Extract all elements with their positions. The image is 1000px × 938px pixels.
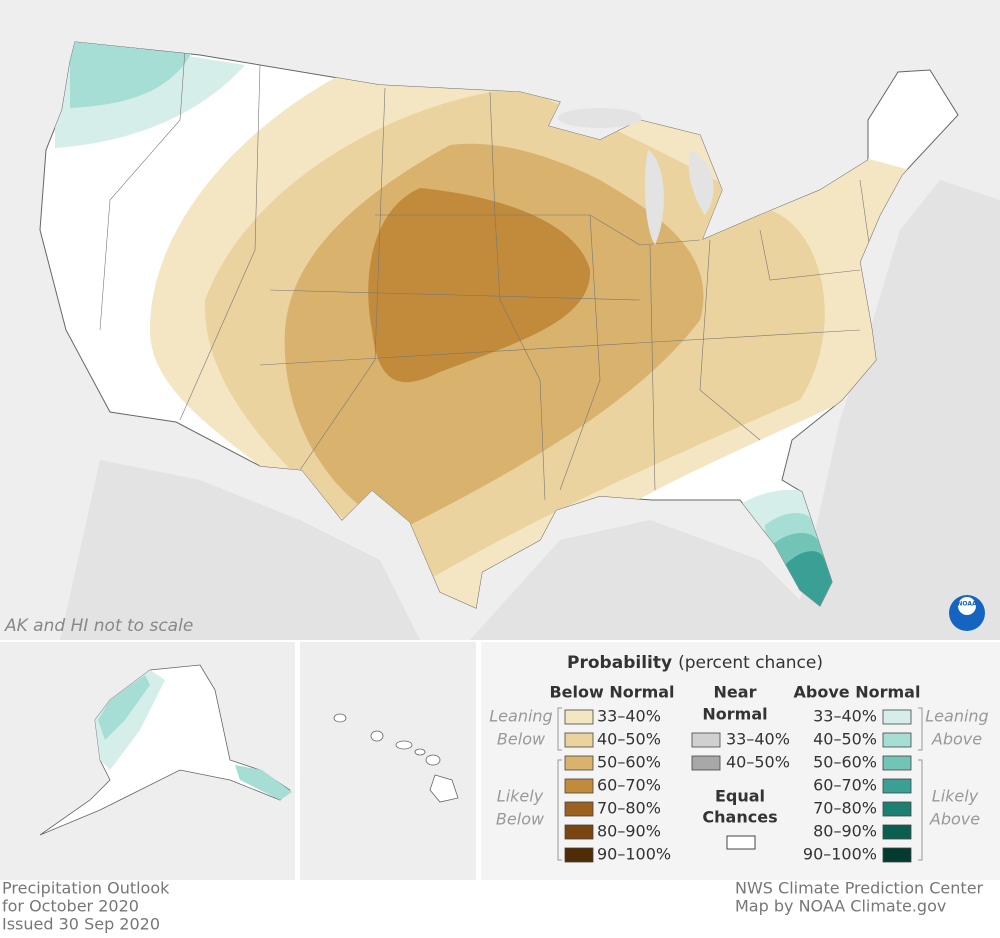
below-swatch: [564, 824, 594, 840]
hawaii: [333, 713, 459, 803]
equal-heading: Chances: [702, 808, 777, 827]
above-label: 40–50%: [813, 730, 877, 749]
below-label: 60–70%: [597, 776, 661, 795]
likely-above: Likely: [932, 787, 979, 806]
near-label: 40–50%: [726, 753, 790, 772]
footer-left: for October 2020: [2, 897, 139, 916]
above-swatch: [882, 732, 912, 748]
above-swatch: [882, 755, 912, 771]
state-lines: [99, 49, 871, 501]
below-label: 50–60%: [597, 753, 661, 772]
leaning-below: Leaning: [489, 707, 552, 726]
above-swatch: [882, 824, 912, 840]
above-swatch: [882, 709, 912, 725]
near-label: 33–40%: [726, 730, 790, 749]
above-label: 70–80%: [813, 799, 877, 818]
lake-superior: [558, 108, 642, 128]
legend-subtitle: (percent chance): [678, 653, 823, 673]
above-swatch: [882, 847, 912, 863]
leaning-above: Leaning: [925, 707, 988, 726]
below-swatch: [564, 732, 594, 748]
footer-left: Precipitation Outlook: [2, 879, 170, 898]
near-heading: Near: [714, 683, 757, 702]
equal-swatch: [726, 835, 756, 850]
below-60-70: [368, 188, 591, 383]
below-swatch: [564, 847, 594, 863]
below-label: 80–90%: [597, 822, 661, 841]
leaning-below: Below: [497, 730, 546, 749]
likely-below: Below: [496, 810, 545, 829]
above-40-50-nw: [70, 42, 192, 108]
hawaii-panel: [300, 642, 476, 880]
below-label: 70–80%: [597, 799, 661, 818]
footer: Precipitation Outlook for October 2020 I…: [2, 879, 984, 934]
above-label: 60–70%: [813, 776, 877, 795]
footer-right: NWS Climate Prediction Center: [735, 879, 984, 898]
likely-above: Above: [929, 810, 980, 829]
likely-below: Likely: [497, 787, 544, 806]
above-label: 50–60%: [813, 753, 877, 772]
below-heading: Below Normal: [549, 683, 674, 702]
logo-text: NOAA: [957, 601, 977, 608]
above-swatch: [882, 778, 912, 794]
near-swatch: [691, 755, 721, 771]
alaska-above-40-50: [98, 675, 150, 740]
above-label: 80–90%: [813, 822, 877, 841]
below-swatch: [564, 709, 594, 725]
below-swatch: [564, 755, 594, 771]
below-swatch: [564, 801, 594, 817]
below-label: 33–40%: [597, 707, 661, 726]
legend: Probability (percent chance) Below Normal…: [489, 653, 988, 864]
lake-michigan: [644, 150, 664, 245]
above-heading: Above Normal: [794, 683, 921, 702]
near-swatch: [691, 732, 721, 748]
below-label: 40–50%: [597, 730, 661, 749]
above-swatch: [882, 801, 912, 817]
legend-title-main: Probability: [567, 653, 672, 673]
equal-heading: Equal: [715, 787, 765, 806]
below-label: 90–100%: [597, 845, 671, 864]
noaa-logo: NOAA: [949, 595, 985, 631]
scale-note: AK and HI not to scale: [4, 616, 193, 636]
alaska-panhandle: [235, 765, 292, 800]
footer-right: Map by NOAA Climate.gov: [735, 897, 946, 916]
near-heading: Normal: [702, 705, 767, 724]
below-swatch: [564, 778, 594, 794]
footer-left: Issued 30 Sep 2020: [2, 915, 160, 934]
alaska-above-33-40: [95, 670, 165, 770]
lake-huron: [688, 150, 714, 215]
above-label: 33–40%: [813, 707, 877, 726]
brackets: [557, 707, 923, 861]
legend-title: Probability (percent chance): [567, 653, 823, 673]
above-label: 90–100%: [803, 845, 877, 864]
leaning-above: Above: [931, 730, 982, 749]
